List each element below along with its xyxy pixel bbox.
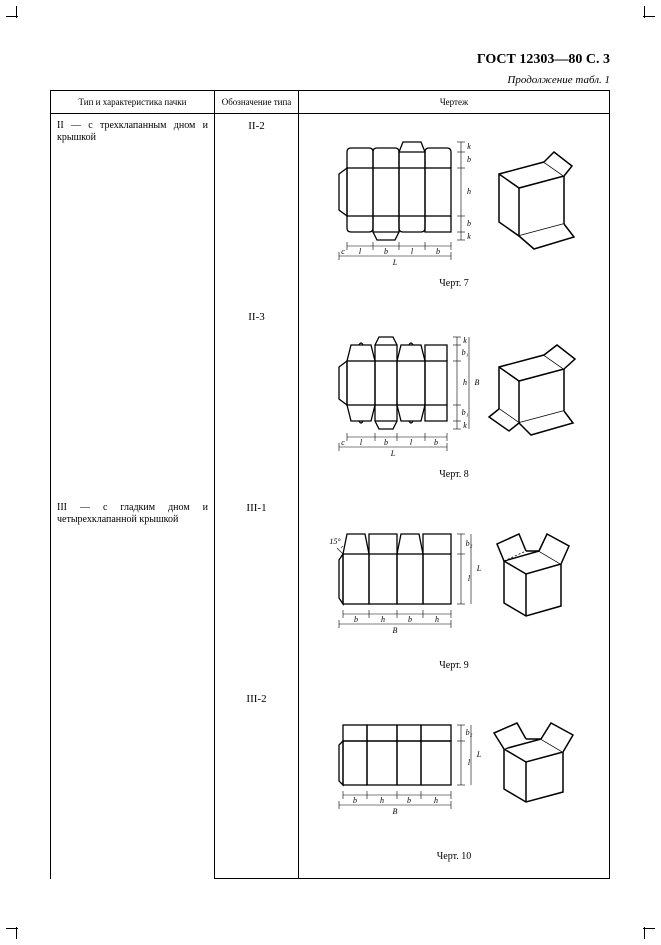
svg-text:k: k bbox=[467, 142, 471, 151]
row-desc: III — с гладким дном и четырехклапанной … bbox=[57, 502, 208, 526]
svg-text:15°: 15° bbox=[329, 537, 341, 546]
svg-text:l: l bbox=[468, 758, 471, 767]
svg-text:b: b bbox=[408, 615, 412, 624]
svg-text:b₁: b₁ bbox=[462, 408, 469, 417]
svg-text:l: l bbox=[360, 438, 363, 447]
svg-text:h: h bbox=[467, 187, 471, 196]
main-table: Тип и характеристика пачки Обозначе­ние … bbox=[50, 90, 610, 879]
svg-text:b: b bbox=[353, 796, 357, 805]
svg-text:h: h bbox=[435, 615, 439, 624]
figure-caption: Черт. 8 bbox=[305, 469, 603, 480]
svg-text:l: l bbox=[411, 247, 414, 256]
col-header-3: Чертеж bbox=[299, 91, 610, 114]
svg-text:b₁: b₁ bbox=[462, 348, 469, 357]
svg-text:k: k bbox=[463, 421, 467, 430]
svg-text:h: h bbox=[380, 796, 384, 805]
svg-text:b: b bbox=[434, 438, 438, 447]
figure-caption: Черт. 9 bbox=[305, 660, 603, 671]
svg-text:c: c bbox=[341, 247, 345, 256]
svg-text:l: l bbox=[468, 574, 471, 583]
svg-text:b₂: b₂ bbox=[466, 539, 473, 548]
figure-caption: Черт. 10 bbox=[305, 851, 603, 862]
row-code: III-2 bbox=[215, 687, 299, 879]
svg-text:b: b bbox=[407, 796, 411, 805]
figure-caption: Черт. 7 bbox=[305, 278, 603, 289]
svg-text:h: h bbox=[434, 796, 438, 805]
svg-text:k: k bbox=[463, 336, 467, 345]
svg-text:h: h bbox=[381, 615, 385, 624]
table-continuation: Продолжение табл. 1 bbox=[50, 74, 610, 86]
svg-text:b: b bbox=[467, 155, 471, 164]
table-row: III — с гладким дном и четырехклапанной … bbox=[51, 496, 610, 687]
svg-text:L: L bbox=[476, 750, 482, 759]
svg-text:b: b bbox=[354, 615, 358, 624]
row-desc: II — с трехклапанным дном и крышкой bbox=[57, 120, 208, 144]
row-code: II-2 bbox=[215, 114, 299, 306]
figure-8: c l b l b L k b₁ h b₁ k bbox=[305, 315, 603, 480]
svg-text:L: L bbox=[390, 449, 396, 458]
row-code: II-3 bbox=[215, 305, 299, 496]
svg-text:b: b bbox=[384, 438, 388, 447]
col-header-2: Обозначе­ние типа bbox=[215, 91, 299, 114]
figure-7: c l b l b L k b h b k bbox=[305, 124, 603, 289]
svg-text:b: b bbox=[467, 219, 471, 228]
table-row: II — с трехклапанным дном и крышкой II-2 bbox=[51, 114, 610, 306]
svg-text:b: b bbox=[436, 247, 440, 256]
svg-text:b: b bbox=[384, 247, 388, 256]
svg-text:k: k bbox=[467, 232, 471, 241]
svg-text:l: l bbox=[359, 247, 362, 256]
svg-text:L: L bbox=[392, 258, 398, 267]
svg-text:l: l bbox=[410, 438, 413, 447]
col-header-1: Тип и характеристика пачки bbox=[51, 91, 215, 114]
svg-text:B: B bbox=[475, 378, 480, 387]
svg-text:B: B bbox=[393, 626, 398, 635]
gost-header: ГОСТ 12303—80 С. 3 bbox=[50, 52, 610, 68]
figure-9: 15° b h b h B b₂ l L bbox=[305, 506, 603, 671]
svg-text:b₂: b₂ bbox=[466, 728, 473, 737]
svg-text:h: h bbox=[463, 378, 467, 387]
svg-text:L: L bbox=[476, 564, 482, 573]
row-code: III-1 bbox=[215, 496, 299, 687]
svg-text:c: c bbox=[341, 438, 345, 447]
figure-10: b h b h B b₂ l L bbox=[305, 697, 603, 862]
svg-text:B: B bbox=[393, 807, 398, 816]
